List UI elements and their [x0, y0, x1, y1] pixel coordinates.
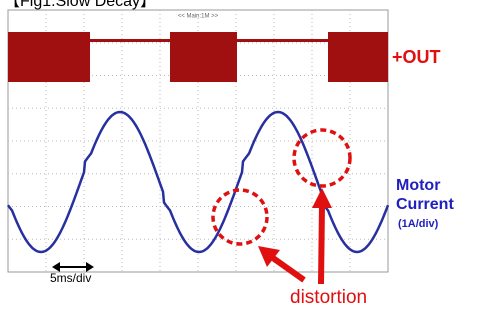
- current-label: Current: [396, 196, 454, 213]
- distortion-label: distortion: [290, 287, 367, 308]
- scope-banner: << Main:1M >>: [178, 14, 219, 20]
- out-waveform: [8, 32, 388, 82]
- pwm-block: [8, 32, 90, 82]
- pwm-block: [170, 32, 237, 82]
- scale-label: (1A/div): [398, 218, 439, 230]
- arrow-shaft: [321, 205, 322, 284]
- motor-label: Motor: [396, 177, 440, 194]
- out-line: [90, 39, 170, 42]
- out-label: +OUT: [392, 47, 441, 67]
- timebase-label: 5ms/div: [50, 271, 91, 285]
- out-line: [237, 39, 328, 42]
- figure: 【Fig1.Slow Decay】 << Main:1M >> 5ms/div …: [0, 0, 482, 311]
- pwm-block: [328, 32, 388, 82]
- figure-title: 【Fig1.Slow Decay】: [4, 0, 156, 10]
